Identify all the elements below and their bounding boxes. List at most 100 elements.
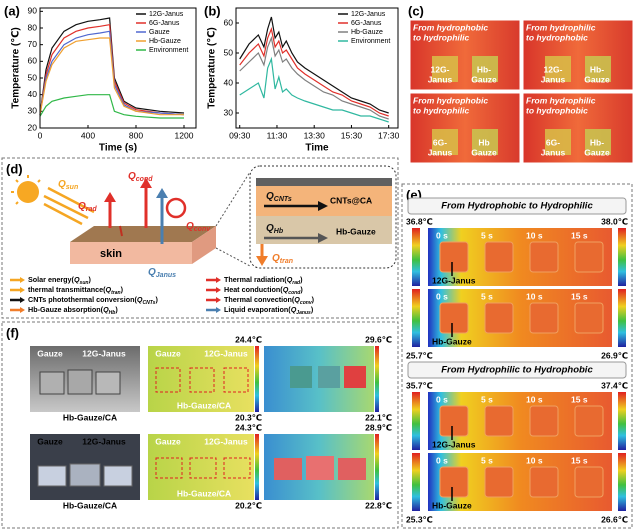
photo-label: Gauze (37, 436, 63, 446)
image-heading: to hydrophobic (526, 105, 588, 115)
panel-d-frame (1, 157, 399, 319)
legend-label: 6G-Janus (351, 20, 382, 27)
q-label: Qsun (58, 179, 78, 192)
q-symbol: Q (287, 275, 293, 284)
sample-label: 12G- (431, 64, 450, 74)
sample (432, 129, 458, 155)
q-sub: Hb (109, 310, 116, 316)
sample-label: Gauze (471, 74, 497, 84)
sample-frame (529, 405, 559, 437)
colorbar (618, 289, 626, 347)
plot-frame (39, 7, 197, 129)
sample-frame (529, 466, 559, 498)
q-label: QCNTs (266, 191, 292, 204)
sample-frame (574, 241, 604, 273)
series-line (239, 26, 389, 117)
sample-frame (484, 241, 514, 273)
scale-min: 26.9℃ (601, 350, 628, 360)
q-prefix: thermal transmittance( (28, 285, 106, 294)
legend-label: Gauze (149, 29, 170, 36)
time-label: 15 s (571, 291, 588, 301)
time-label: 10 s (526, 394, 543, 404)
panel-f-frame (1, 321, 399, 529)
scale-min: 20.2℃ (235, 500, 262, 510)
time-label: 15 s (571, 455, 588, 465)
q-label: Qtran (272, 253, 293, 266)
legend-label: Environment (351, 38, 390, 45)
colorbar (412, 289, 420, 347)
time-label: 0 s (436, 455, 448, 465)
panel-label: (f) (6, 325, 19, 340)
q-sub: cond (288, 290, 301, 296)
q-symbol: Q (283, 285, 289, 294)
series-line (39, 37, 184, 116)
q-symbol: Q (74, 275, 80, 284)
y-tick-label: 50 (28, 72, 38, 82)
thermal-image (409, 92, 521, 164)
panel-e-frame (401, 183, 633, 529)
sample-frame (439, 241, 469, 273)
thermal-label: Hb-Gauze/CA (177, 400, 231, 410)
time-label: 5 s (481, 394, 493, 404)
x-tick-label: 15:30 (341, 130, 363, 140)
panel-label: (c) (408, 3, 424, 18)
image-heading: From hydrophilic (526, 95, 596, 105)
q-sub: CNTs (142, 300, 155, 306)
time-label: 15 s (571, 394, 588, 404)
y-axis-label: Temperature (℃) (11, 27, 22, 108)
x-tick-label: 09:30 (229, 130, 251, 140)
q-sub: CNTs (274, 196, 292, 203)
image-heading: From hydrophobic (413, 95, 488, 105)
scale-min: 26.6℃ (601, 514, 628, 524)
panel-f-images (30, 346, 379, 500)
q-prefix: Solar energy( (28, 275, 75, 284)
sample-label: 12G- (544, 64, 563, 74)
q-label: thermal transmittance(Qtran) (28, 285, 124, 296)
colorbar (412, 392, 420, 450)
schematic (11, 165, 397, 269)
x-tick-label: 400 (81, 130, 95, 140)
row-label: Hb-Gauze (432, 336, 472, 346)
legend-label: 12G-Janus (351, 11, 386, 18)
legend-label: Environment (149, 47, 188, 54)
q-symbol: Q (137, 295, 143, 304)
q-sub: tran (280, 258, 293, 265)
image-heading: From hydrophilic (526, 22, 596, 32)
sample-label: 6G- (546, 137, 560, 147)
x-axis-label: Time (s) (99, 143, 137, 154)
colorbar (618, 228, 626, 286)
legend-arrowhead (216, 287, 221, 293)
thermal-label: Hb-Gauze/CA (177, 488, 231, 498)
time-label: 10 s (526, 230, 543, 240)
image-heading: to hydrophilic (413, 32, 469, 42)
q-symbol: Q (272, 253, 280, 264)
photo-label: Hb-Gauze/CA (63, 412, 117, 422)
q-sub: Janus (296, 310, 311, 316)
q-symbol: Q (186, 221, 194, 232)
y-tick-label: 50 (224, 47, 234, 57)
legend-arrowhead (20, 277, 25, 283)
series-line (39, 23, 185, 116)
sample-label: Hb- (590, 137, 604, 147)
q-label: Thermal convection(Qconv) (224, 295, 315, 306)
q-suffix: ) (312, 295, 315, 304)
q-label: Solar energy(Qsun) (28, 275, 91, 286)
sample-frame (439, 405, 469, 437)
scale-max: 37.4℃ (601, 380, 628, 390)
q-suffix: ) (311, 305, 314, 314)
sample (585, 56, 611, 82)
x-tick-label: 800 (129, 130, 143, 140)
y-tick-label: 80 (28, 22, 38, 32)
q-prefix: Thermal convection( (224, 295, 295, 304)
sample-label: Hb- (590, 64, 604, 74)
q-suffix: ) (121, 285, 124, 294)
image-heading: to hydrophilic (413, 105, 469, 115)
sample-label: 6G- (433, 137, 447, 147)
layer-label: CNTs@CA (330, 195, 372, 205)
q-label: Qcond (128, 171, 153, 184)
q-symbol: Q (291, 305, 297, 314)
q-symbol: Q (128, 171, 136, 182)
q-sub: cond (136, 176, 153, 183)
y-tick-label: 20 (28, 122, 38, 132)
q-symbol: Q (148, 267, 156, 278)
